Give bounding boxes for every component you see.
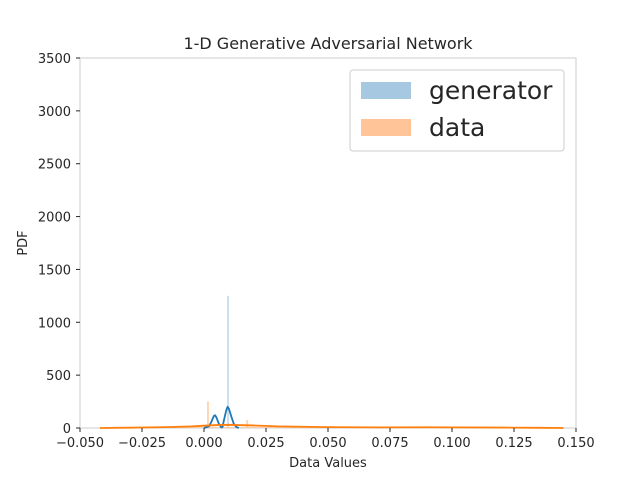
- y-tick-label: 2000: [38, 211, 71, 226]
- y-tick-label: 1000: [38, 316, 71, 331]
- x-tick-label: 0.075: [371, 436, 408, 451]
- x-tick-label: 0.000: [185, 436, 222, 451]
- x-tick-label: 0.050: [309, 436, 346, 451]
- kde-line-data: [99, 423, 564, 429]
- x-tick-label: −0.025: [118, 436, 166, 451]
- legend-swatch-data: [361, 119, 411, 136]
- y-tick-label: 3000: [38, 105, 71, 120]
- hist-bar-data: [166, 426, 353, 428]
- y-axis-label: PDF: [16, 230, 31, 255]
- x-tick-label: 0.025: [247, 436, 284, 451]
- hist-bar-generator: [227, 295, 229, 428]
- y-tick-label: 500: [46, 369, 71, 384]
- y-axis-ticks: 0 500 1000 1500 2000 2500 3000 3500: [38, 52, 80, 437]
- y-tick-label: 0: [63, 422, 71, 437]
- kde-layer: [99, 405, 564, 429]
- legend: generator data: [349, 69, 565, 152]
- legend-label-data: data: [429, 113, 485, 142]
- x-axis-ticks: −0.050 −0.025 0.000 0.025 0.050 0.075 0.100 0.1…: [56, 428, 595, 451]
- y-tick-label: 3500: [38, 52, 71, 67]
- x-tick-label: 0.150: [557, 436, 594, 451]
- x-tick-label: 0.100: [433, 436, 470, 451]
- histogram-layer: [166, 295, 353, 428]
- legend-swatch-generator: [361, 82, 411, 99]
- legend-label-generator: generator: [429, 76, 553, 105]
- hist-bar-data: [206, 401, 209, 428]
- y-tick-label: 2500: [38, 158, 71, 173]
- y-tick-label: 1500: [38, 263, 71, 278]
- x-axis-label: Data Values: [289, 456, 367, 471]
- chart-title: 1-D Generative Adversarial Network: [183, 34, 473, 53]
- x-tick-label: 0.125: [495, 436, 532, 451]
- hist-bar-data: [246, 420, 249, 428]
- x-tick-label: −0.050: [56, 436, 104, 451]
- kde-line-generator: [203, 405, 240, 429]
